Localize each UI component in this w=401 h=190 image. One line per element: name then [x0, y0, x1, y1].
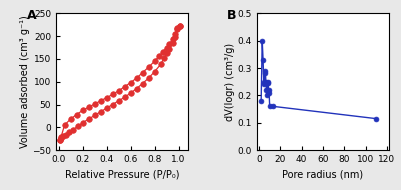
Text: A: A: [27, 9, 37, 22]
Y-axis label: Volume adsorbed (cm³ g⁻¹): Volume adsorbed (cm³ g⁻¹): [20, 15, 30, 148]
X-axis label: Relative Pressure (P/P₀): Relative Pressure (P/P₀): [65, 169, 179, 180]
Text: B: B: [227, 9, 236, 22]
X-axis label: Pore radius (nm): Pore radius (nm): [282, 169, 363, 180]
Y-axis label: dV(logr) (cm³/g): dV(logr) (cm³/g): [225, 43, 235, 121]
